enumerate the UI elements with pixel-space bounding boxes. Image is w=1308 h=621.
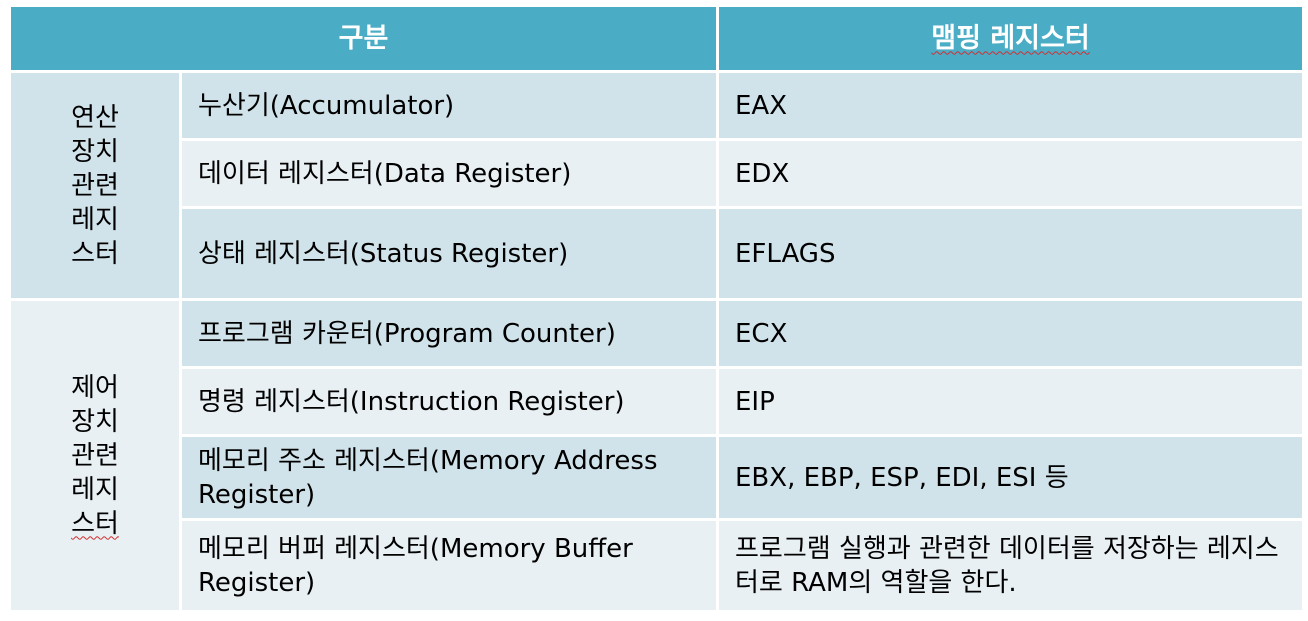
register-mapping-cell: EAX xyxy=(716,70,1305,141)
register-mapping-cell: 프로그램 실행과 관련한 데이터를 저장하는 레지스터로 RAM의 역할을 한다… xyxy=(716,518,1305,613)
group-label-line: 관련 xyxy=(71,440,119,471)
table-row: 메모리 버퍼 레지스터(Memory Buffer Register) 프로그램… xyxy=(10,518,1305,613)
register-name-cell: 메모리 버퍼 레지스터(Memory Buffer Register) xyxy=(179,518,719,613)
header-category: 구분 xyxy=(8,4,719,73)
group-label-line: 레지 xyxy=(71,204,119,235)
register-mapping-cell: ECX xyxy=(716,298,1305,369)
register-name-cell: 누산기(Accumulator) xyxy=(179,70,719,141)
table-row: 데이터 레지스터(Data Register) EDX xyxy=(10,138,1305,209)
table-row: 명령 레지스터(Instruction Register) EIP xyxy=(10,366,1305,437)
group-label-line: 레지 xyxy=(71,474,119,505)
register-name: 명령 레지스터(Instruction Register) xyxy=(198,386,625,417)
group-label-line: 관련 xyxy=(71,170,119,201)
header-row: 구분 맴핑 레지스터 xyxy=(8,4,1305,73)
group-label-alu: 연산 장치 관련 레지 스터 xyxy=(8,70,182,301)
register-mapping-cell: EDX xyxy=(716,138,1305,209)
register-name-cell: 명령 레지스터(Instruction Register) xyxy=(179,366,719,437)
group-label-control: 제어 장치 관련 레지 스터 xyxy=(8,298,182,613)
header-mapping-text: 맴핑 레지스터 xyxy=(931,22,1090,54)
register-mapping: EDX xyxy=(735,158,790,189)
table-row: 상태 레지스터(Status Register) EFLAGS xyxy=(10,206,1305,301)
register-name: 메모리 버퍼 레지스터(Memory Buffer Register) xyxy=(198,533,633,598)
group-label-line: 장치 xyxy=(71,136,119,167)
register-name: 누산기(Accumulator) xyxy=(198,90,455,121)
register-mapping: EFLAGS xyxy=(735,238,836,269)
register-mapping: EAX xyxy=(735,90,788,121)
register-name-cell: 프로그램 카운터(Program Counter) xyxy=(179,298,719,369)
register-mapping: 프로그램 실행과 관련한 데이터를 저장하는 레지스터로 RAM의 역할을 한다… xyxy=(735,533,1279,598)
group-label-line: 연산 xyxy=(71,102,119,133)
header-mapping: 맴핑 레지스터 xyxy=(716,4,1305,73)
register-name: 메모리 주소 레지스터(Memory Address Register) xyxy=(198,445,658,510)
table-row: 제어 장치 관련 레지 스터 프로그램 카운터(Program Counter)… xyxy=(8,298,1305,613)
group-label-line: 스터 xyxy=(71,238,119,269)
register-name: 상태 레지스터(Status Register) xyxy=(198,238,569,269)
table-row: 메모리 주소 레지스터(Memory Address Register) EBX… xyxy=(10,434,1305,521)
register-name: 프로그램 카운터(Program Counter) xyxy=(198,318,616,349)
register-name-cell: 상태 레지스터(Status Register) xyxy=(179,206,719,301)
register-name-cell: 데이터 레지스터(Data Register) xyxy=(179,138,719,209)
register-mapping: EBX, EBP, ESP, EDI, ESI 등 xyxy=(735,462,1069,493)
group-label-line: 장치 xyxy=(71,406,119,437)
register-mapping: ECX xyxy=(735,318,788,349)
register-mapping-table: 구분 맴핑 레지스터 연산 장치 관련 레지 스터 누산기(Accumulato… xyxy=(8,4,1305,613)
register-name-cell: 메모리 주소 레지스터(Memory Address Register) xyxy=(179,434,719,521)
group-label-line: 제어 xyxy=(71,372,119,403)
register-mapping-cell: EBX, EBP, ESP, EDI, ESI 등 xyxy=(716,434,1305,521)
register-mapping-cell: EIP xyxy=(716,366,1305,437)
group-label-line: 스터 xyxy=(71,508,119,539)
register-mapping: EIP xyxy=(735,386,775,417)
register-mapping-cell: EFLAGS xyxy=(716,206,1305,301)
register-name: 데이터 레지스터(Data Register) xyxy=(198,158,572,189)
table-row: 연산 장치 관련 레지 스터 누산기(Accumulator) EAX xyxy=(8,70,1305,301)
